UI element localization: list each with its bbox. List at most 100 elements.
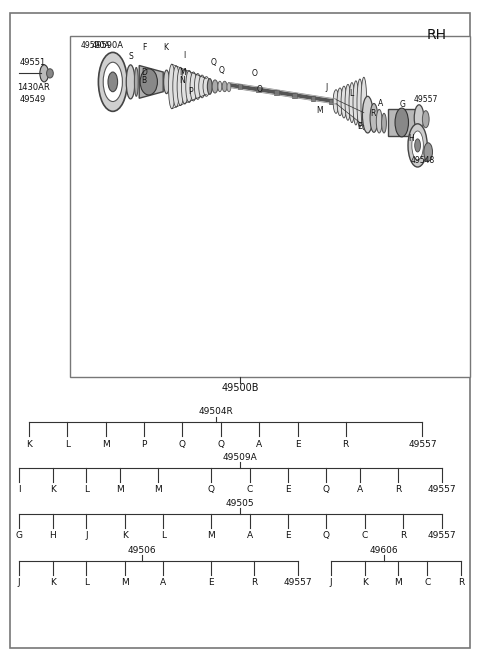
Ellipse shape (357, 79, 363, 127)
Text: M: M (155, 485, 162, 495)
Ellipse shape (108, 72, 118, 92)
Text: Q: Q (208, 485, 215, 495)
Text: Q: Q (211, 58, 216, 67)
Text: K: K (163, 43, 168, 52)
Text: Q: Q (323, 531, 330, 540)
Text: M: M (102, 440, 109, 449)
Text: H: H (49, 531, 56, 540)
Text: J: J (325, 83, 327, 92)
Ellipse shape (222, 81, 227, 92)
Bar (292, 93, 297, 98)
Ellipse shape (181, 69, 188, 104)
Text: E: E (285, 531, 291, 540)
Text: B: B (142, 76, 146, 85)
Ellipse shape (207, 79, 212, 94)
Text: L: L (84, 485, 89, 495)
Text: S: S (128, 52, 133, 62)
Text: 49606: 49606 (370, 546, 398, 555)
Text: R: R (395, 485, 402, 495)
Text: I: I (184, 50, 186, 60)
Bar (274, 90, 279, 95)
Text: 49557: 49557 (427, 485, 456, 495)
Text: M: M (179, 67, 186, 77)
Text: 49509A: 49509A (223, 453, 257, 462)
Text: L: L (349, 88, 353, 98)
Text: 49557: 49557 (427, 531, 456, 540)
Ellipse shape (370, 103, 378, 132)
Text: R: R (342, 440, 349, 449)
Text: 49590A: 49590A (91, 41, 123, 50)
Text: D: D (141, 67, 147, 77)
Text: O: O (256, 85, 262, 94)
Text: 49505: 49505 (226, 498, 254, 508)
Text: M: M (316, 105, 323, 115)
Text: F: F (142, 43, 146, 52)
Ellipse shape (173, 66, 180, 107)
Text: L: L (84, 578, 89, 588)
Text: P: P (141, 440, 147, 449)
Ellipse shape (424, 143, 432, 161)
Ellipse shape (353, 81, 359, 125)
Text: A: A (247, 531, 252, 540)
Ellipse shape (414, 105, 424, 131)
Text: 49590A: 49590A (80, 41, 110, 50)
Text: Q: Q (217, 440, 224, 449)
Text: Q: Q (179, 440, 186, 449)
Text: 49504R: 49504R (199, 407, 233, 416)
Ellipse shape (164, 70, 169, 94)
Text: O: O (252, 69, 257, 78)
Text: N: N (180, 76, 185, 85)
Polygon shape (139, 66, 163, 98)
Bar (311, 96, 315, 101)
Text: L: L (65, 440, 70, 449)
Text: 49557: 49557 (283, 578, 312, 588)
Text: K: K (122, 531, 128, 540)
Text: J: J (18, 578, 21, 588)
Ellipse shape (227, 83, 231, 92)
Text: A: A (357, 485, 363, 495)
Text: 49506: 49506 (127, 546, 156, 555)
Text: R: R (370, 109, 376, 118)
Ellipse shape (134, 67, 138, 96)
Text: C: C (246, 485, 253, 495)
Ellipse shape (190, 72, 197, 101)
Text: G: G (16, 531, 23, 540)
Text: K: K (50, 578, 56, 588)
Ellipse shape (408, 124, 427, 167)
Text: 49548: 49548 (410, 156, 434, 165)
Text: 49557: 49557 (414, 95, 438, 104)
Text: E: E (208, 578, 214, 588)
Ellipse shape (362, 96, 373, 133)
Text: R: R (251, 578, 258, 588)
Ellipse shape (361, 77, 367, 130)
Text: H: H (408, 134, 414, 143)
Bar (256, 87, 261, 92)
Text: A: A (378, 99, 383, 108)
Text: Q: Q (323, 485, 330, 495)
Text: M: M (116, 485, 124, 495)
Text: C: C (424, 578, 431, 588)
Ellipse shape (98, 52, 127, 111)
Ellipse shape (395, 108, 408, 137)
Text: G: G (399, 100, 405, 109)
Ellipse shape (415, 139, 420, 152)
Ellipse shape (422, 111, 429, 128)
Ellipse shape (186, 71, 192, 102)
Ellipse shape (345, 84, 351, 121)
Text: J: J (85, 531, 88, 540)
Ellipse shape (140, 69, 157, 95)
Text: E: E (358, 122, 362, 131)
Bar (329, 99, 334, 104)
Text: E: E (295, 440, 300, 449)
Text: E: E (285, 485, 291, 495)
Text: M: M (395, 578, 402, 588)
Text: 49500B: 49500B (221, 383, 259, 394)
Text: P: P (189, 86, 193, 96)
Ellipse shape (168, 64, 175, 109)
Ellipse shape (212, 80, 218, 93)
Text: Q: Q (219, 66, 225, 75)
Text: 49549: 49549 (19, 95, 46, 104)
Ellipse shape (40, 65, 48, 82)
Bar (388, 109, 416, 136)
Ellipse shape (103, 62, 122, 102)
